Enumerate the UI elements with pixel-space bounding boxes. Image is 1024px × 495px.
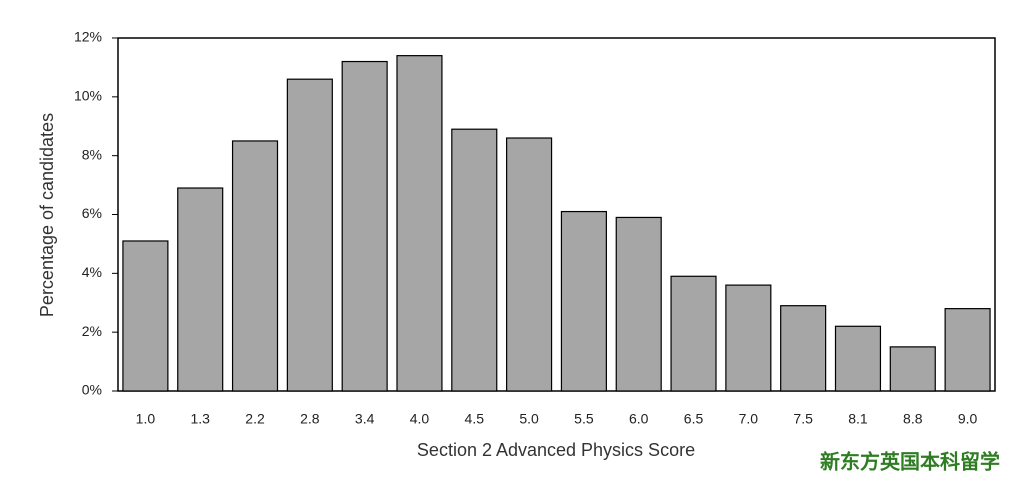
- y-tick-label: 10%: [74, 88, 102, 104]
- x-tick-label: 2.2: [245, 411, 265, 427]
- y-tick-label: 0%: [82, 382, 102, 398]
- x-tick-label: 6.0: [629, 411, 649, 427]
- x-tick-label: 3.4: [355, 411, 375, 427]
- bar: [780, 305, 827, 392]
- bar: [506, 137, 553, 392]
- bar: [670, 275, 717, 392]
- x-tick-label: 7.0: [739, 411, 759, 427]
- x-tick-label: 5.0: [519, 411, 539, 427]
- x-tick-label: 6.5: [684, 411, 704, 427]
- bar: [341, 60, 388, 392]
- x-tick-label: 5.5: [574, 411, 594, 427]
- y-tick-label: 12%: [74, 29, 102, 45]
- y-tick-label: 4%: [82, 264, 102, 280]
- bar: [834, 325, 882, 392]
- bar: [231, 140, 279, 392]
- bar: [615, 216, 662, 392]
- x-tick-label: 2.8: [300, 411, 320, 427]
- bar: [451, 128, 498, 392]
- bar: [286, 78, 333, 392]
- y-tick-label: 2%: [82, 323, 102, 339]
- bar: [122, 240, 169, 392]
- x-tick-label: 4.0: [410, 411, 430, 427]
- bar: [177, 187, 224, 392]
- x-tick-label: 1.3: [190, 411, 210, 427]
- y-axis-title: Percentage of candidates: [37, 113, 57, 317]
- x-tick-label: 4.5: [465, 411, 485, 427]
- x-tick-label: 8.1: [848, 411, 868, 427]
- x-tick-label: 7.5: [793, 411, 813, 427]
- watermark: 新东方英国本科留学: [820, 450, 1000, 474]
- x-tick-label: 9.0: [958, 411, 978, 427]
- bar: [889, 346, 936, 392]
- y-tick-label: 8%: [82, 146, 102, 162]
- x-tick-label: 8.8: [903, 411, 923, 427]
- y-tick-label: 6%: [82, 205, 102, 221]
- x-axis-title: Section 2 Advanced Physics Score: [417, 440, 695, 460]
- bar: [944, 308, 991, 392]
- bar: [396, 55, 443, 392]
- bar: [725, 284, 772, 392]
- x-tick-label: 1.0: [136, 411, 156, 427]
- bar: [560, 210, 607, 392]
